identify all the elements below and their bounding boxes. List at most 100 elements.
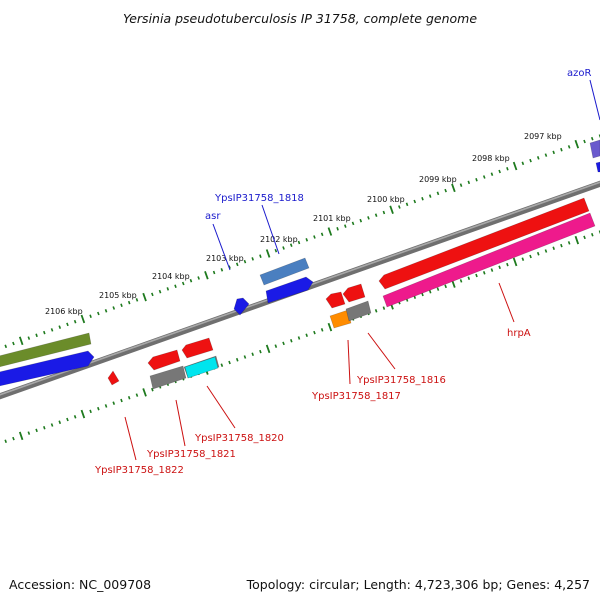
gene-feature-forward[interactable] [259, 257, 310, 286]
minor-tick-mark [521, 161, 525, 166]
minor-tick-mark [120, 398, 123, 403]
major-tick-mark [327, 227, 333, 236]
topology-summary-text: Topology: circular; Length: 4,723,306 bp… [246, 577, 590, 592]
gene-feature-forward[interactable] [589, 139, 600, 159]
minor-tick-mark [405, 202, 409, 207]
minor-tick-mark [43, 330, 46, 335]
map-title: Yersinia pseudotuberculosis IP 31758, co… [123, 11, 477, 26]
gene-label[interactable]: YpsIP31758_1822 [94, 465, 184, 476]
minor-tick-mark [228, 360, 231, 365]
minor-tick-mark [220, 268, 224, 272]
minor-tick-mark [544, 153, 548, 157]
minor-tick-mark [536, 251, 540, 256]
minor-tick-mark [251, 257, 254, 261]
minor-tick-mark [590, 136, 594, 141]
major-tick-mark [18, 336, 24, 346]
major-tick-mark [512, 257, 518, 267]
minor-tick-mark [320, 328, 324, 332]
major-tick-mark [327, 322, 333, 332]
gene-feature-reverse[interactable] [378, 197, 590, 290]
minor-tick-mark [490, 172, 494, 176]
gene-feature-reverse[interactable] [149, 365, 187, 390]
gene-feature-reverse[interactable] [329, 309, 352, 329]
gene-label[interactable]: YpsIP31758_1821 [146, 449, 236, 460]
minor-tick-mark [151, 387, 154, 392]
minor-tick-mark [89, 314, 92, 318]
minor-tick-mark [305, 333, 308, 338]
major-tick-mark [451, 183, 456, 193]
minor-tick-mark [189, 278, 193, 283]
gene-feature-reverse[interactable] [107, 370, 120, 386]
minor-tick-mark [282, 246, 285, 250]
inner-tick-ruler [4, 230, 600, 444]
minor-tick-mark [459, 183, 463, 187]
forward-strand-features [0, 139, 600, 387]
gene-label[interactable]: azoR [567, 68, 591, 79]
minor-tick-mark [359, 218, 363, 223]
gene-label[interactable]: YpsIP31758_1817 [311, 391, 401, 402]
major-tick-mark [142, 292, 147, 302]
gene-feature-reverse[interactable] [147, 349, 181, 371]
gene-label[interactable]: YpsIP31758_1816 [356, 375, 446, 386]
tick-label: 2106 kbp [45, 307, 83, 316]
gene-label[interactable]: asr [205, 211, 221, 222]
gene-feature-forward[interactable] [265, 276, 314, 304]
minor-tick-mark [27, 336, 31, 340]
gene-feature-reverse[interactable] [325, 291, 346, 309]
minor-tick-mark [235, 357, 239, 362]
minor-tick-mark [35, 428, 38, 433]
gene-label[interactable]: hrpA [507, 328, 531, 339]
minor-tick-mark [320, 232, 324, 237]
gene-label[interactable]: YpsIP31758_1820 [194, 433, 284, 444]
minor-tick-mark [297, 336, 301, 340]
tick-labels: 2097 kbp 2098 kbp 2099 kbp 2100 kbp 2101… [45, 132, 562, 316]
leader-line [175, 399, 186, 447]
gene-feature-reverse[interactable] [345, 300, 372, 322]
minor-tick-mark [89, 409, 92, 414]
minor-tick-mark [259, 254, 262, 258]
gene-feature-reverse[interactable] [184, 356, 219, 379]
minor-tick-mark [220, 363, 224, 367]
gene-feature-forward[interactable] [0, 332, 92, 368]
minor-tick-mark [43, 425, 46, 430]
minor-tick-mark [282, 341, 285, 346]
minor-tick-mark [475, 177, 478, 182]
minor-tick-mark [482, 175, 486, 179]
minor-tick-mark [529, 158, 532, 163]
tick-label: 2098 kbp [472, 154, 510, 163]
minor-tick-mark [104, 309, 108, 313]
minor-tick-mark [289, 243, 293, 247]
minor-tick-mark [436, 287, 440, 291]
minor-tick-mark [112, 306, 116, 310]
leader-line [367, 332, 396, 370]
minor-tick-mark [274, 248, 278, 253]
gene-label[interactable]: YpsIP31758_1818 [214, 193, 304, 204]
minor-tick-mark [97, 406, 100, 411]
gene-feature-reverse[interactable] [382, 212, 596, 308]
minor-tick-mark [421, 292, 424, 297]
gene-feature-forward[interactable] [595, 161, 600, 173]
leader-line [261, 204, 280, 255]
minor-tick-mark [4, 439, 7, 444]
minor-tick-mark [120, 303, 123, 308]
major-tick-mark [18, 431, 24, 441]
gene-feature-forward[interactable] [0, 350, 95, 387]
gene-feature-reverse[interactable] [342, 283, 366, 303]
minor-tick-mark [243, 259, 247, 264]
minor-tick-mark [313, 330, 316, 335]
minor-tick-mark [367, 216, 370, 220]
minor-tick-mark [135, 393, 139, 397]
minor-tick-mark [127, 396, 131, 400]
minor-tick-mark [58, 325, 62, 329]
minor-tick-mark [174, 284, 177, 288]
accession-text: Accession: NC_009708 [9, 577, 152, 592]
major-tick-mark [142, 388, 147, 397]
gene-feature-reverse[interactable] [181, 337, 214, 359]
gene-feature-forward[interactable] [233, 297, 250, 316]
minor-tick-mark [567, 145, 571, 149]
minor-tick-mark [444, 284, 447, 289]
minor-tick-mark [305, 238, 309, 242]
minor-tick-mark [166, 287, 170, 291]
minor-tick-mark [498, 265, 501, 270]
major-tick-mark [574, 235, 580, 245]
